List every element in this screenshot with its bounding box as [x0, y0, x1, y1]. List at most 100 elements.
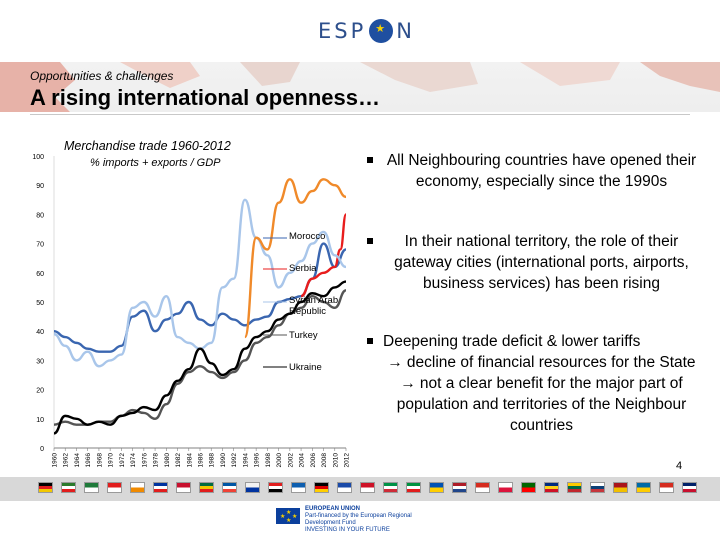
eu-funding-logo: ★ ★ ★ ★ EUROPEAN UNION Part-financed by …: [276, 505, 444, 533]
chart-axes: 0 10 20 30 40 50 60 70 80 90 100 1960 1962 1964 1966 19…: [32, 154, 350, 467]
bullet-square-icon: [367, 238, 373, 244]
series-label: Ukraine: [289, 362, 322, 373]
map-banner: [0, 62, 720, 112]
bullet-openness-text: All Neighbouring countries have opened t…: [386, 152, 697, 190]
logo-text-right: N: [396, 19, 415, 43]
map-region-3: [240, 62, 300, 86]
bullet-gateway-cities: In their national territory, the role of…: [365, 231, 700, 294]
x-tick-label: 1968: [96, 453, 103, 468]
y-tick-label: 0: [40, 446, 44, 453]
country-flag-icon: [636, 482, 651, 493]
x-tick-label: 1970: [108, 453, 115, 468]
y-tick-label: 50: [36, 300, 44, 307]
espon-logo: ESP N: [318, 16, 415, 46]
trade-chart: Merchandise trade 1960-2012 % imports + …: [28, 132, 358, 472]
x-tick-label: 2004: [299, 453, 306, 468]
x-tick-label: 2008: [321, 453, 328, 468]
country-flag-icon: [268, 482, 283, 493]
sub-point-benefit-text: not a clear benefit for the major part o…: [396, 375, 687, 434]
country-flag-icon: [475, 482, 490, 493]
eu-funding-text: EUROPEAN UNION Part-financed by the Euro…: [305, 506, 445, 534]
country-flag-icon: [360, 482, 375, 493]
eu-title: EUROPEAN UNION: [305, 506, 361, 512]
eu-line-3: INVESTING IN YOUR FUTURE: [305, 527, 390, 533]
bullet-openness: All Neighbouring countries have opened t…: [365, 150, 700, 192]
x-tick-label: 1966: [85, 453, 92, 468]
map-region-4: [360, 62, 478, 92]
arrow-right-icon: →: [400, 375, 416, 392]
sub-point-decline-text: decline of financial resources for the S…: [406, 354, 696, 371]
x-tick-label: 1996: [254, 453, 261, 468]
country-flag-icon: [107, 482, 122, 493]
country-flag-icon: [567, 482, 582, 493]
country-flag-icon: [245, 482, 260, 493]
country-flag-icon: [406, 482, 421, 493]
x-tick-label: 1982: [175, 453, 182, 468]
y-tick-label: 60: [36, 271, 44, 278]
x-tick-label: 1960: [52, 453, 59, 468]
y-tick-label: 40: [36, 329, 44, 336]
map-region-5: [520, 62, 620, 86]
x-tick-label: 2002: [287, 453, 294, 468]
x-tick-label: 1974: [130, 453, 137, 468]
top-header-band: [0, 0, 720, 62]
x-tick-label: 1980: [164, 453, 171, 468]
x-tick-label: 1988: [209, 453, 216, 468]
country-flag-icon: [452, 482, 467, 493]
country-flag-icon: [521, 482, 536, 493]
bullet-trade-deficit: Deepening trade deficit & lower tariffs …: [365, 331, 700, 436]
x-tick-label: 2000: [276, 453, 283, 468]
eu-flag-icon: ★ ★ ★ ★: [276, 508, 300, 524]
bullet-gateway-text: In their national territory, the role of…: [394, 233, 689, 292]
ukraine-line: [53, 280, 347, 435]
country-flag-icon: [153, 482, 168, 493]
x-tick-label: 2012: [344, 453, 351, 468]
country-flag-icon: [429, 482, 444, 493]
series-label: Serbia: [289, 263, 317, 274]
country-flag-icon: [659, 482, 674, 493]
x-tick-label: 1992: [231, 453, 238, 468]
y-tick-label: 70: [36, 242, 44, 249]
country-flag-icon: [314, 482, 329, 493]
sub-point-benefit: → not a clear benefit for the major part …: [383, 373, 700, 436]
y-tick-label: 90: [36, 183, 44, 190]
country-flag-icon: [383, 482, 398, 493]
page-number: 4: [676, 460, 683, 472]
country-flag-icon: [544, 482, 559, 493]
bullet-deficit-text: Deepening trade deficit & lower tariffs: [383, 333, 641, 350]
y-tick-label: 80: [36, 212, 44, 219]
logo-text-left: ESP: [318, 19, 367, 43]
country-flag-icon: [222, 482, 237, 493]
country-flag-icon: [199, 482, 214, 493]
country-flag-icon: [176, 482, 191, 493]
bullet-square-icon: [367, 157, 373, 163]
x-tick-label: 1994: [242, 453, 249, 468]
logo-star-circle-icon: [369, 19, 394, 43]
y-tick-label: 30: [36, 358, 44, 365]
country-flag-icon: [590, 482, 605, 493]
country-flag-icon: [682, 482, 697, 493]
country-flag-icon: [613, 482, 628, 493]
eu-line-2: Part-financed by the European Regional D…: [305, 513, 412, 526]
y-tick-label: 20: [36, 388, 44, 395]
serbia-line: [300, 213, 348, 298]
page-title: A rising international openness…: [30, 85, 381, 110]
series-label: Turkey: [289, 330, 318, 341]
x-tick-label: 1976: [141, 453, 148, 468]
series-label: Syrian Arab: [289, 295, 338, 306]
x-tick-label: 1998: [265, 453, 272, 468]
series-label: Republic: [289, 306, 326, 317]
chart-title: Merchandise trade 1960-2012: [64, 139, 231, 153]
chart-series: [53, 178, 348, 435]
x-tick-label: 2006: [310, 453, 317, 468]
x-tick-label: 1986: [198, 453, 205, 468]
ukraine-early-line: [243, 178, 347, 339]
chart-subtitle: % imports + exports / GDP: [90, 157, 221, 169]
country-flag-icon: [291, 482, 306, 493]
country-flag-icon: [498, 482, 513, 493]
x-tick-label: 2010: [332, 453, 339, 468]
series-label: Morocco: [289, 231, 325, 242]
bullet-square-icon: [367, 338, 373, 344]
x-tick-label: 1972: [119, 453, 126, 468]
